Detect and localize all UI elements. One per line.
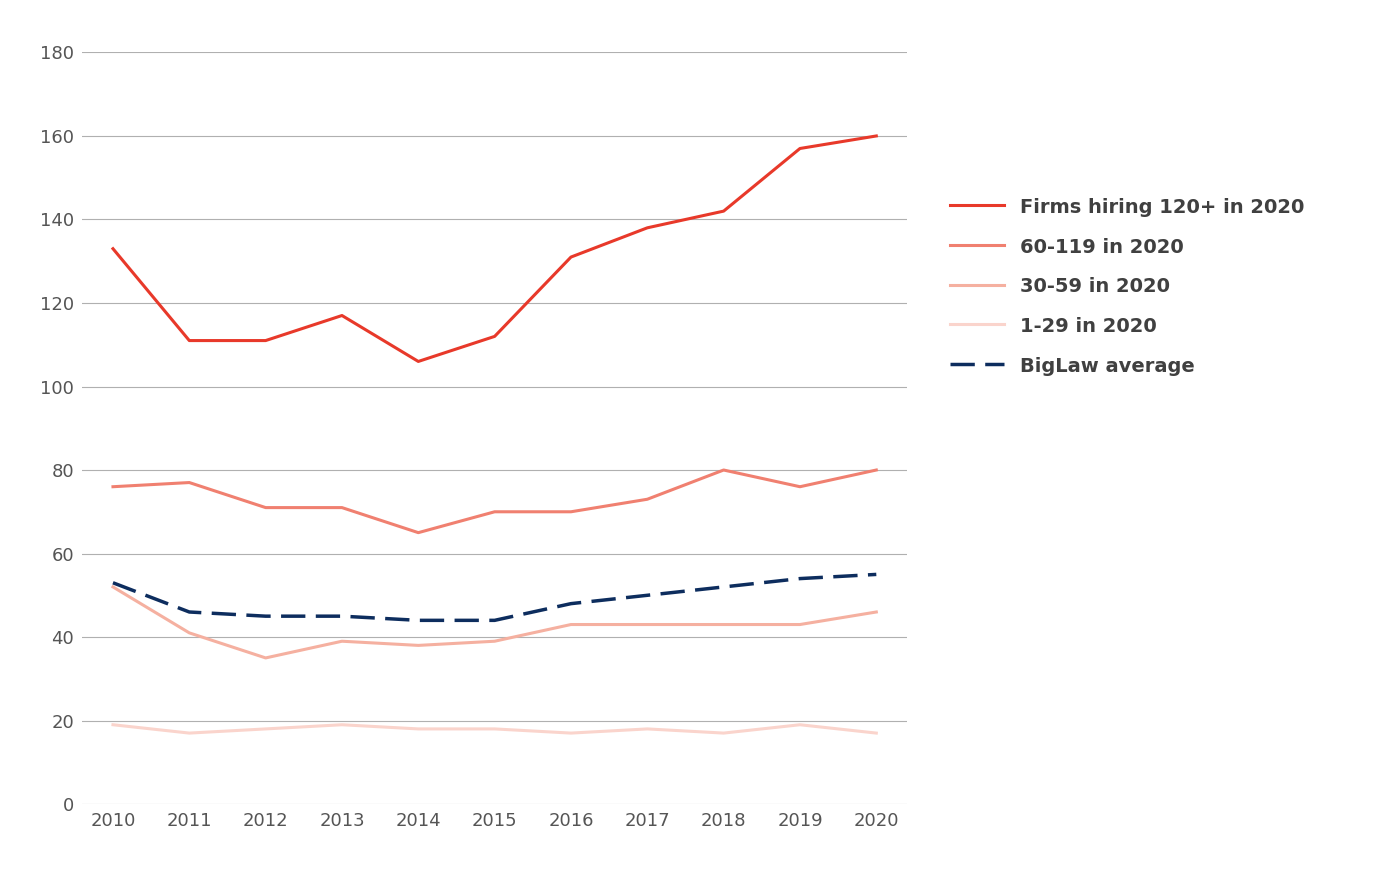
Legend: Firms hiring 120+ in 2020, 60-119 in 2020, 30-59 in 2020, 1-29 in 2020, BigLaw a: Firms hiring 120+ in 2020, 60-119 in 202… [949,198,1304,376]
